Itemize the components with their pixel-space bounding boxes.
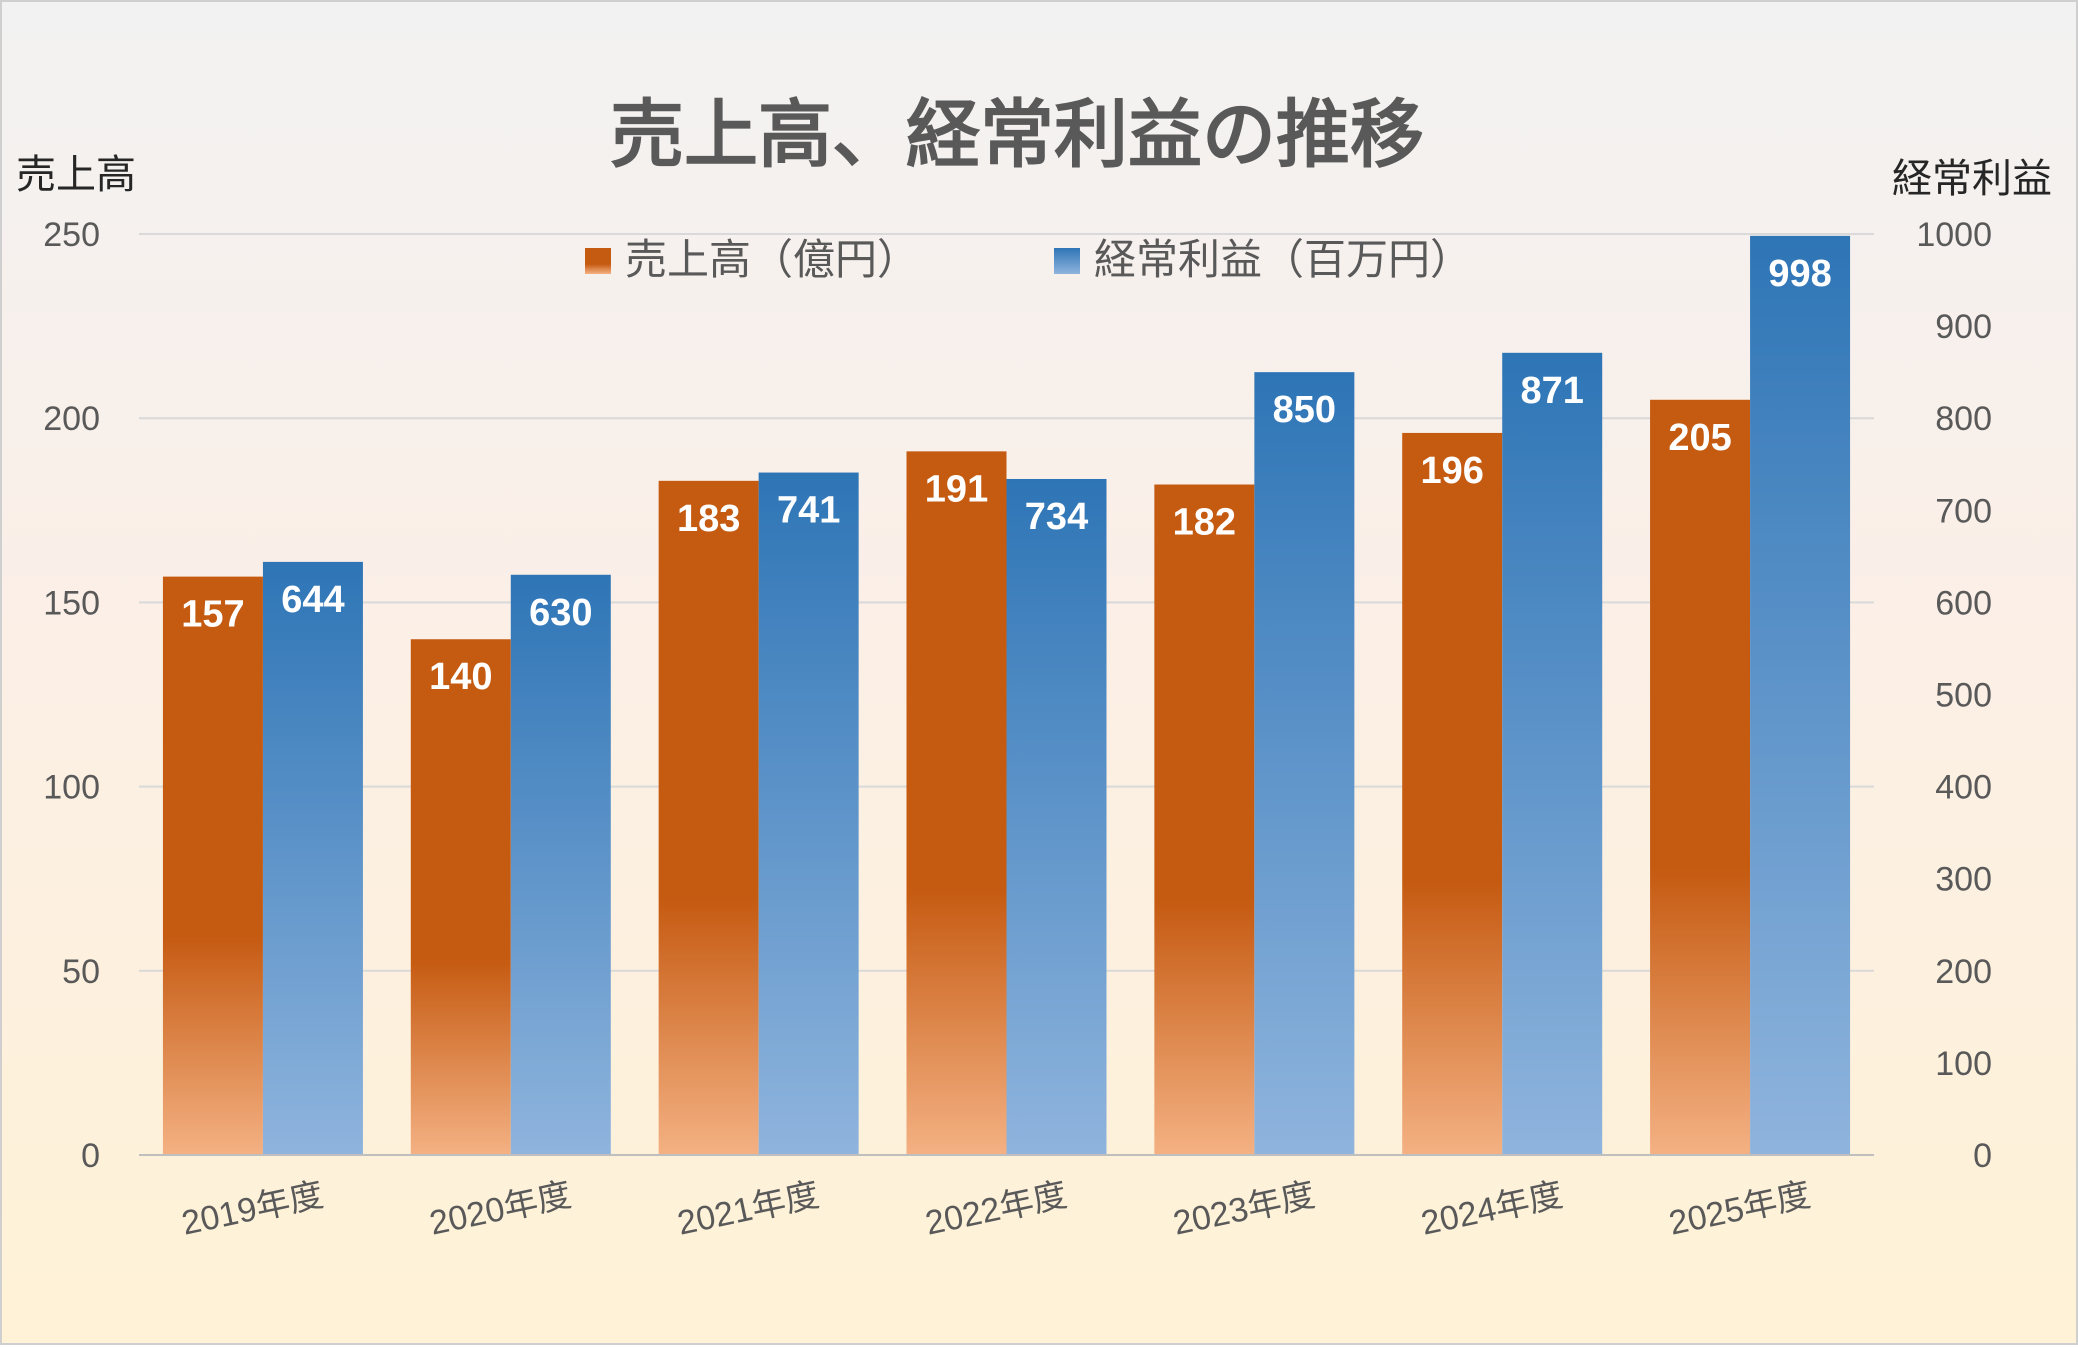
y-right-tick-label: 800 bbox=[1935, 400, 1992, 438]
y-right-tick-label: 300 bbox=[1935, 861, 1992, 899]
bar-profit bbox=[510, 574, 611, 1155]
y-right-tick-label: 0 bbox=[1973, 1137, 1992, 1175]
bar-sales bbox=[906, 451, 1007, 1156]
bar-profit bbox=[1006, 478, 1107, 1156]
data-label-profit: 850 bbox=[1273, 389, 1336, 431]
y-right-tick-label: 100 bbox=[1935, 1045, 1992, 1083]
bar-profit bbox=[1254, 372, 1355, 1155]
data-label-sales: 140 bbox=[429, 656, 492, 698]
bar-profit bbox=[1750, 235, 1851, 1156]
data-label-sales: 191 bbox=[925, 468, 988, 510]
y-right-tick-label: 900 bbox=[1935, 308, 1992, 346]
bar-sales bbox=[410, 639, 511, 1155]
data-label-profit: 998 bbox=[1768, 253, 1831, 295]
x-category-label: 2023年度 bbox=[1170, 1176, 1318, 1243]
y-left-tick-label: 200 bbox=[43, 400, 100, 438]
data-label-sales: 196 bbox=[1421, 450, 1484, 492]
y-left-tick-label: 100 bbox=[43, 769, 100, 807]
y-right-tick-label: 400 bbox=[1935, 769, 1992, 807]
bar-sales bbox=[1402, 432, 1503, 1155]
y-left-tick-label: 0 bbox=[81, 1137, 100, 1175]
data-label-profit: 871 bbox=[1521, 370, 1584, 412]
bar-sales bbox=[1650, 399, 1751, 1155]
legend: 売上高（億円） 経常利益（百万円） bbox=[585, 235, 1472, 284]
data-label-sales: 182 bbox=[1173, 502, 1236, 544]
y-right-tick-label: 1000 bbox=[1916, 216, 1992, 254]
x-category-label: 2024年度 bbox=[1418, 1176, 1566, 1243]
legend-label-sales: 売上高（億円） bbox=[625, 235, 919, 284]
bar-profit bbox=[262, 561, 363, 1155]
bar-profit bbox=[758, 472, 859, 1155]
y-left-axis-title: 売上高 bbox=[16, 152, 136, 198]
data-label-profit: 734 bbox=[1025, 496, 1088, 538]
data-labels: 157 644 140 630 183 741 191 734 182 850 196 871 205 9… bbox=[181, 253, 1832, 698]
y-right-tick-label: 700 bbox=[1935, 492, 1992, 530]
bars bbox=[162, 235, 1851, 1156]
x-category-label: 2025年度 bbox=[1666, 1176, 1814, 1243]
data-label-profit: 630 bbox=[529, 592, 592, 634]
y-right-tick-label: 200 bbox=[1935, 953, 1992, 991]
x-category-label: 2022年度 bbox=[922, 1176, 1070, 1243]
data-label-sales: 183 bbox=[677, 498, 740, 540]
x-category-label: 2020年度 bbox=[426, 1176, 574, 1243]
data-label-sales: 205 bbox=[1668, 417, 1731, 459]
y-right-axis-title: 経常利益 bbox=[1892, 156, 2052, 202]
chart-title: 売上高、経常利益の推移 bbox=[610, 92, 1424, 178]
bar-sales bbox=[1154, 484, 1255, 1156]
data-label-sales: 157 bbox=[181, 594, 244, 636]
data-label-profit: 644 bbox=[281, 579, 344, 621]
data-label-profit: 741 bbox=[777, 490, 840, 532]
y-left-tick-label: 50 bbox=[62, 953, 100, 991]
x-category-label: 2021年度 bbox=[674, 1176, 822, 1243]
bar-sales bbox=[162, 576, 263, 1155]
y-right-tick-label: 600 bbox=[1935, 584, 1992, 622]
y-left-tick-label: 150 bbox=[43, 584, 100, 622]
legend-swatch-profit bbox=[1054, 248, 1080, 274]
bar-profit bbox=[1502, 352, 1603, 1156]
legend-label-profit: 経常利益（百万円） bbox=[1094, 235, 1472, 284]
x-category-label: 2019年度 bbox=[178, 1176, 326, 1243]
bar-sales bbox=[658, 480, 759, 1155]
y-right-tick-label: 500 bbox=[1935, 677, 1992, 715]
y-left-tick-label: 250 bbox=[43, 216, 100, 254]
legend-swatch-sales bbox=[585, 248, 611, 274]
